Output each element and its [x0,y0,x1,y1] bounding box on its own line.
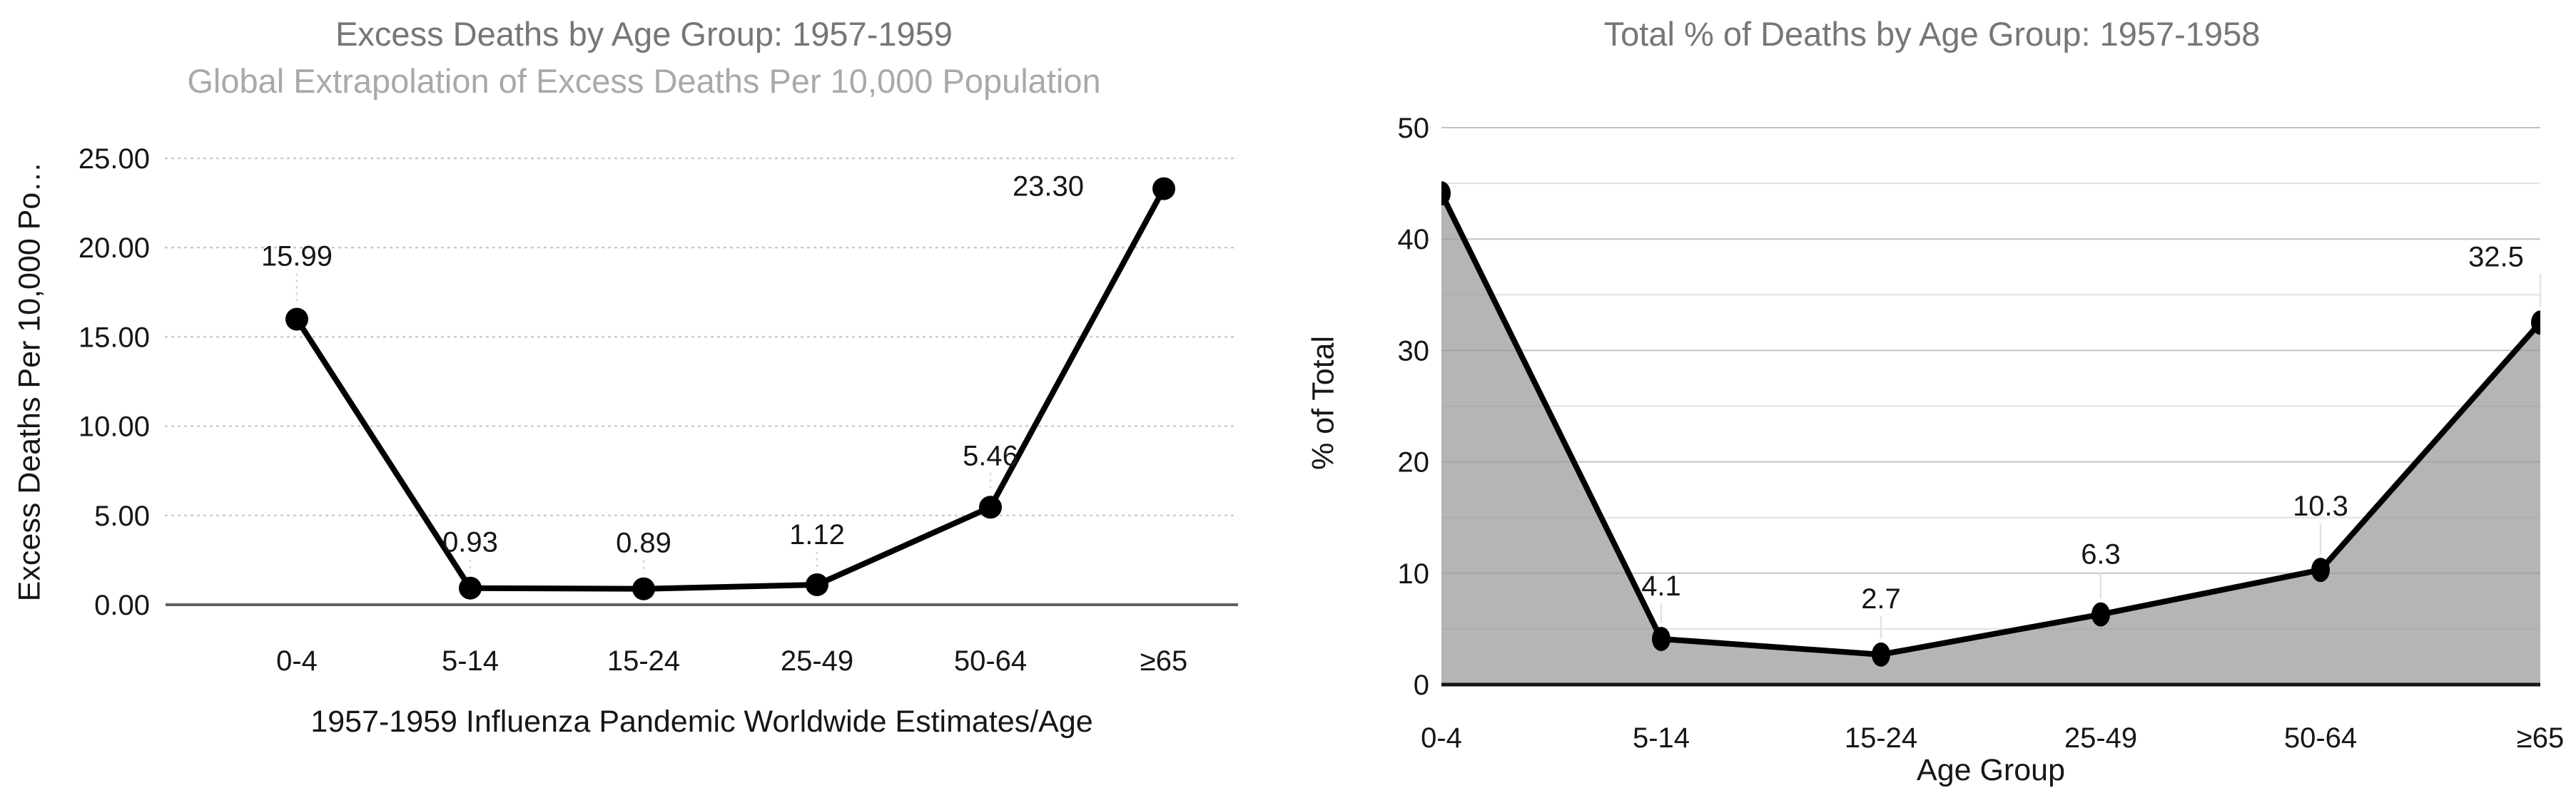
data-point-marker [2311,558,2330,583]
y-tick-label: 10.00 [78,411,150,443]
data-point-marker [632,577,655,600]
x-tick-label: 0-4 [276,645,318,677]
x-tick-label: ≥65 [2517,722,2564,754]
data-label: 10.3 [2293,491,2348,522]
area-fill [1441,193,2540,685]
y-tick-label: 5.00 [94,501,150,532]
chart-panel-excess-deaths: Excess Deaths by Age Group: 1957-1959 Gl… [13,15,1239,739]
chart-title: Excess Deaths by Age Group: 1957-1959 [335,15,953,53]
area-chart-plot-area: 4.1 2.7 6.3 10.3 32.5 0 10 20 30 40 50 0-4 5-14 15-24… [1398,113,2565,754]
chart-panel-total-percent: Total % of Deaths by Age Group: 1957-195… [1288,0,2576,793]
data-label: 4.1 [1641,571,1681,602]
data-label: 32.5 [2468,241,2524,272]
data-point-marker [1441,181,1451,206]
y-tick-label: 25.00 [78,143,150,175]
x-tick-label: 5-14 [1633,722,1690,754]
x-tick-label: ≥65 [1140,645,1187,677]
data-label: 15.99 [261,241,333,272]
data-point-marker [459,576,482,600]
y-tick-label: 0.00 [94,590,150,621]
x-tick-label: 15-24 [1845,722,1917,754]
x-axis-title: Age Group [1917,753,2065,787]
line-chart-plot-area: 15.99 0.93 0.89 1.12 5.46 23.30 0.00 5.00 10.00 1… [78,143,1239,677]
data-label: 5.46 [963,440,1018,471]
y-tick-label: 15.00 [78,322,150,353]
data-point-marker [2091,602,2110,627]
data-point-marker [1872,642,1890,667]
x-tick-label: 0-4 [1421,722,1462,754]
x-tick-label: 25-49 [2064,722,2137,754]
data-point-marker [2531,310,2540,335]
data-label: 23.30 [1013,171,1084,203]
x-axis-title: 1957-1959 Influenza Pandemic Worldwide E… [310,705,1093,739]
data-label: 1.12 [789,519,845,551]
data-point-marker [806,573,828,596]
y-tick-label: 40 [1398,224,1430,255]
y-tick-label: 20 [1398,447,1430,479]
data-point-marker [1152,177,1175,200]
x-tick-label: 25-49 [781,645,853,677]
data-point-marker [1652,626,1670,651]
series-line [1441,192,2540,658]
data-label: 2.7 [1861,583,1901,615]
data-label: 0.89 [616,528,671,559]
x-tick-label: 15-24 [607,645,680,677]
x-tick-label: 50-64 [2284,722,2357,754]
x-tick-label: 50-64 [954,645,1027,677]
y-tick-label: 30 [1398,335,1430,367]
data-label: 6.3 [2081,539,2121,571]
data-point-marker [979,496,1002,519]
x-tick-label: 5-14 [442,645,499,677]
data-label: 0.93 [442,527,498,558]
y-tick-label: 20.00 [78,232,150,264]
chart-subtitle: Global Extrapolation of Excess Deaths Pe… [187,62,1101,100]
y-tick-label: 10 [1398,558,1430,590]
y-tick-label: 50 [1398,113,1430,144]
series-line [294,187,1167,592]
data-point-marker [285,307,308,331]
y-tick-label: 0 [1414,670,1429,701]
chart-title: Total % of Deaths by Age Group: 1957-195… [1603,15,2261,53]
